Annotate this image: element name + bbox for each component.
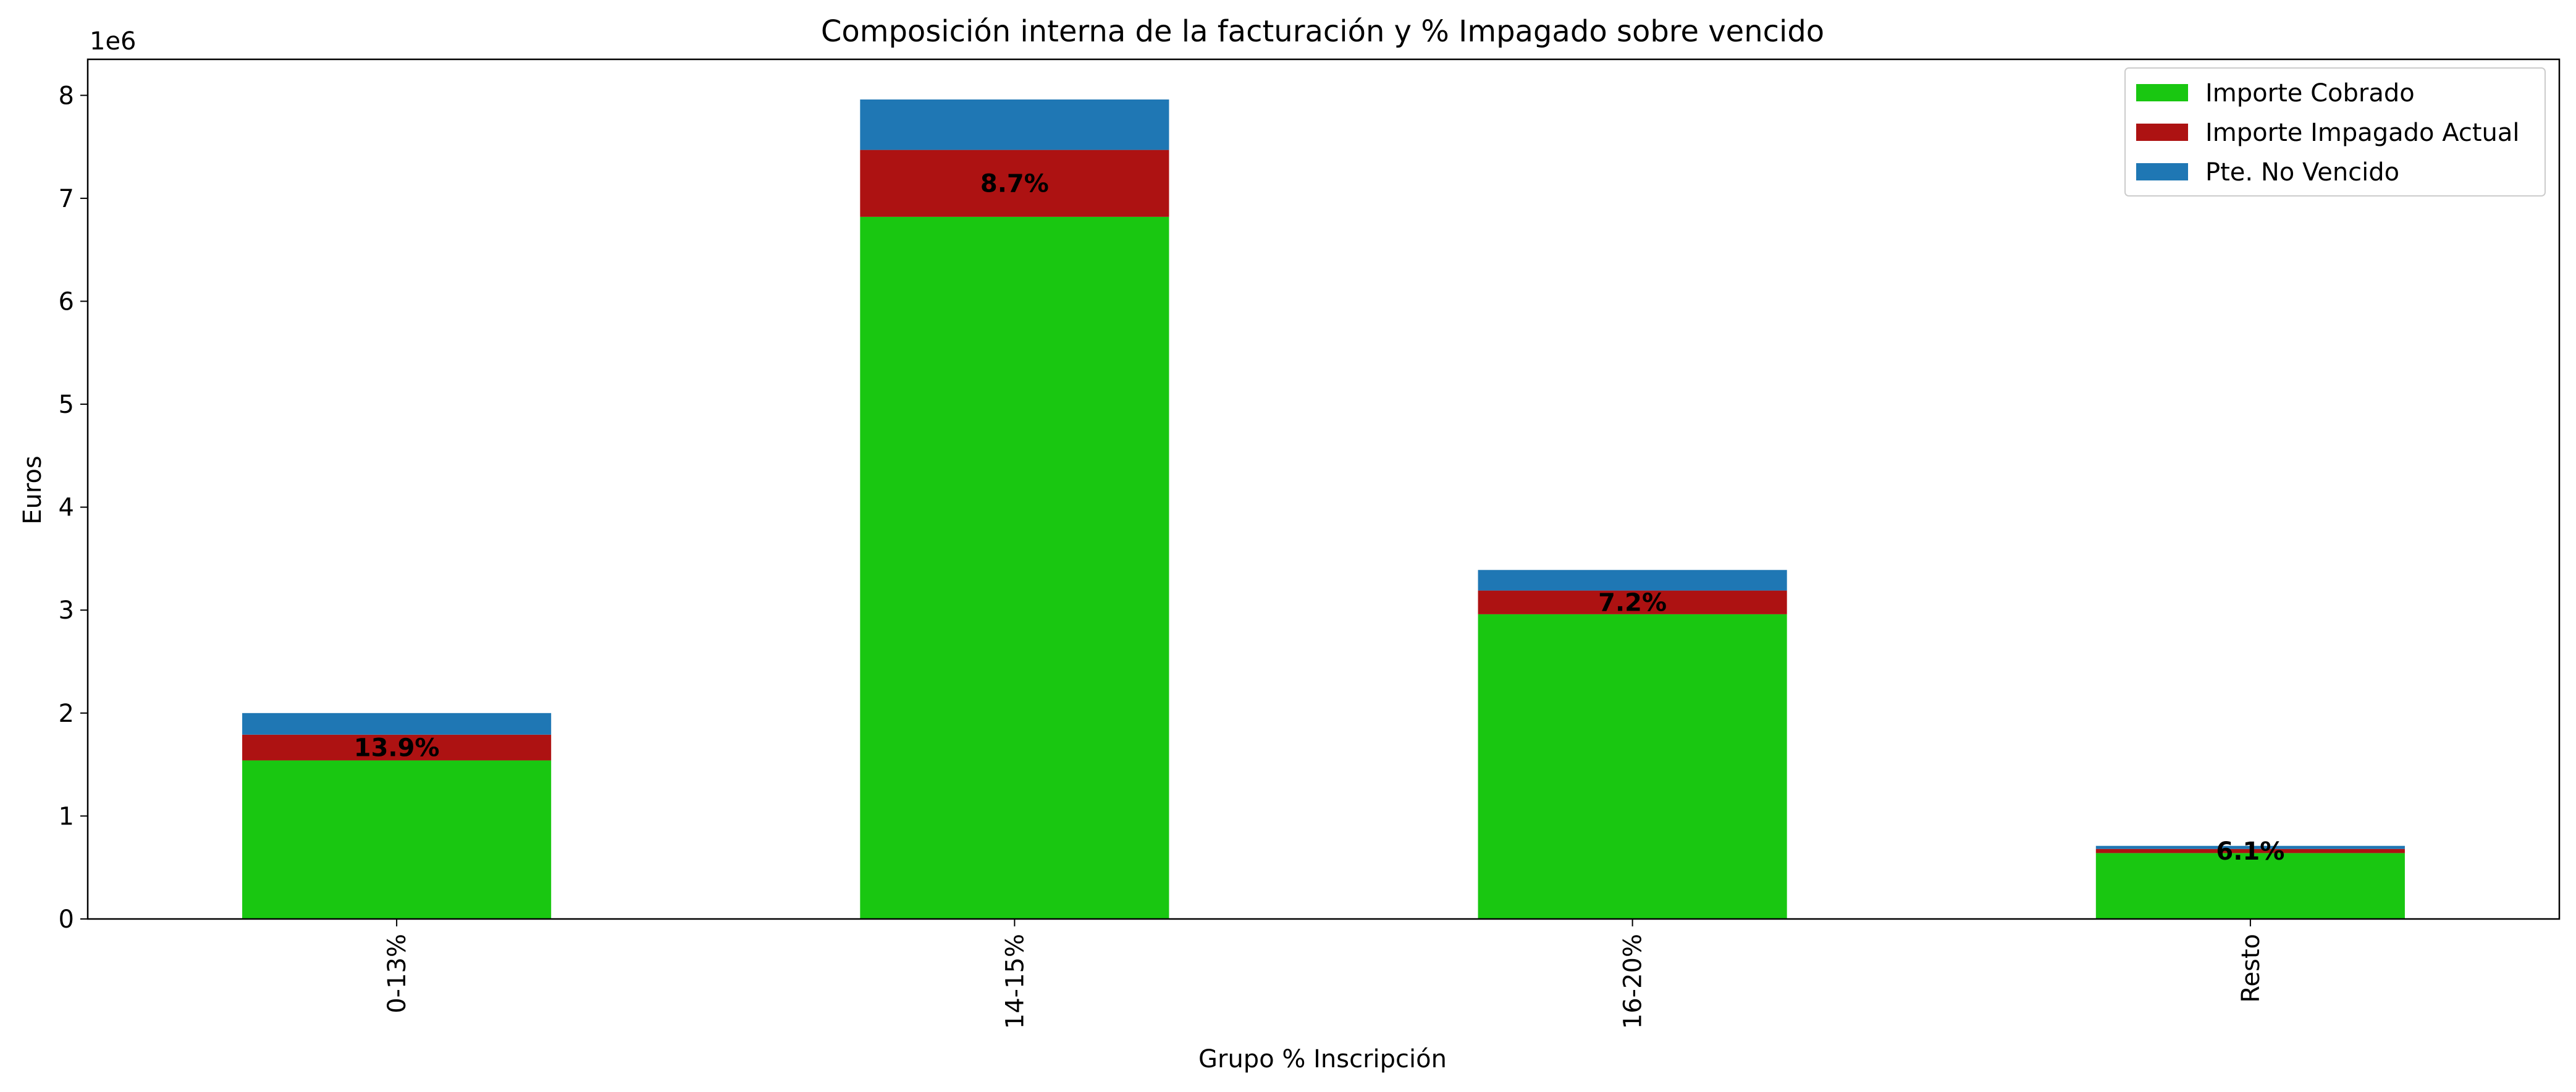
legend-swatch	[2136, 163, 2188, 180]
y-tick-label: 8	[59, 82, 74, 110]
legend-label: Pte. No Vencido	[2205, 158, 2399, 187]
bar-value-label: 7.2%	[1598, 589, 1667, 617]
y-offset-label: 1e6	[90, 27, 137, 56]
y-tick-label: 4	[59, 494, 74, 522]
y-tick-label: 3	[59, 596, 74, 625]
bar-segment	[242, 713, 552, 735]
bar-segment	[860, 99, 1169, 150]
bar-segment	[1478, 570, 1787, 591]
bar-value-label: 6.1%	[2216, 837, 2284, 866]
bar-value-label: 8.7%	[980, 170, 1049, 198]
bar-segment	[2095, 853, 2405, 919]
legend-box	[2124, 67, 2546, 197]
bar-segment	[2095, 845, 2405, 849]
bar-segment	[242, 760, 552, 919]
y-tick-label: 7	[59, 185, 74, 213]
x-axis-title: Grupo % Inscripción	[1198, 1045, 1447, 1073]
legend-label: Importe Cobrado	[2205, 79, 2415, 108]
x-tick-label: Resto	[2237, 934, 2265, 1003]
y-tick-label: 0	[59, 905, 74, 934]
bar-value-label: 13.9%	[354, 734, 440, 763]
plot-frame	[86, 58, 2561, 920]
plot-area: 13.9% 0-13% 8.7% 14-15% 7.2% 16-20% 6.1% Resto 0…	[59, 58, 2561, 1029]
y-axis-title: Euros	[19, 455, 47, 525]
bar-segment	[2095, 849, 2405, 853]
bar-segment	[1478, 614, 1787, 919]
bar-segment	[242, 734, 552, 761]
bar-segment	[860, 216, 1169, 920]
chart-title: Composición interna de la facturación y …	[821, 14, 1824, 49]
y-tick-label: 5	[59, 391, 74, 419]
legend-swatch	[2136, 84, 2188, 101]
bar-segment	[1478, 590, 1787, 614]
bar-segment	[860, 150, 1169, 217]
y-tick-label: 6	[59, 287, 74, 316]
x-tick-label: 14-15%	[1001, 934, 1029, 1029]
y-tick-label: 1	[59, 802, 74, 831]
x-tick-label: 0-13%	[383, 934, 411, 1014]
y-tick-label: 2	[59, 700, 74, 728]
legend-swatch	[2136, 124, 2188, 141]
x-tick-label: 16-20%	[1619, 934, 1648, 1029]
legend: Importe Cobrado Importe Impagado Actual Pt…	[2124, 67, 2546, 197]
legend-label: Importe Impagado Actual	[2205, 119, 2520, 147]
